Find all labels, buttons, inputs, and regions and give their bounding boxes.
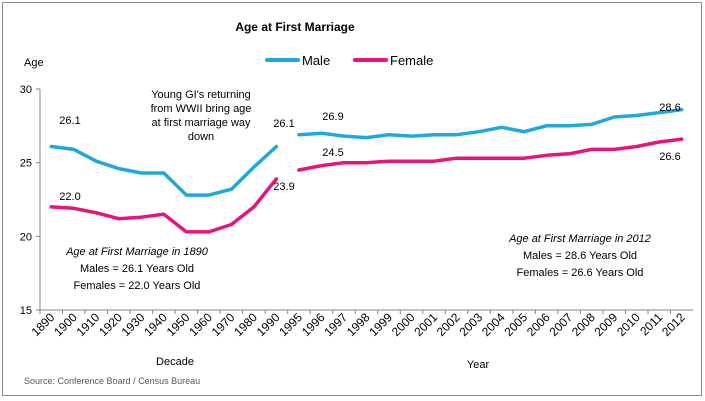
wwii-annotation: Young GI's returning from WWII bring age… — [150, 89, 252, 143]
data-label: 26.1 — [59, 115, 80, 127]
x-tick-label: 2012 — [659, 310, 688, 339]
x-tick-label: 1998 — [344, 310, 373, 339]
x-tick-label: 2002 — [434, 310, 463, 339]
annotation-1890: Age at First Marriage in 1890 Males = 26… — [42, 244, 232, 295]
x-tick-label: 1980 — [231, 310, 260, 339]
x-tick-label: 2011 — [637, 310, 665, 338]
x-tick-label: 1910 — [74, 310, 103, 339]
series-line-male-panel-2 — [297, 107, 684, 140]
legend-label-female: Female — [390, 53, 433, 68]
annotation-1890-title: Age at First Marriage in 1890 — [66, 246, 208, 258]
x-tick-label: 2010 — [614, 310, 643, 339]
data-label: 26.6 — [659, 151, 680, 163]
series-line-female-panel-2 — [297, 137, 684, 172]
annotation-2012-females: Females = 26.6 Years Old — [516, 267, 644, 279]
x-tick-label: 1890 — [29, 310, 58, 339]
x-tick-label: 1996 — [299, 310, 328, 339]
y-tick-label: 15 — [20, 305, 32, 317]
chart-title: Age at First Marriage — [235, 20, 355, 34]
x-axis-title-decade: Decade — [156, 356, 194, 368]
data-label: 23.9 — [273, 181, 294, 193]
x-tick-label: 1920 — [96, 310, 125, 339]
x-tick-label: 2009 — [592, 310, 621, 339]
x-tick-label: 2005 — [501, 310, 530, 339]
annotation-1890-males: Males = 26.1 Years Old — [79, 263, 195, 275]
annotation-1890-females: Females = 22.0 Years Old — [73, 280, 201, 292]
x-tick-label: 1999 — [366, 310, 395, 339]
x-tick-label: 1997 — [321, 310, 350, 339]
legend-label-male: Male — [302, 53, 330, 68]
series-line-female-panel-1 — [49, 177, 279, 234]
x-tick-label: 2006 — [524, 310, 553, 339]
x-tick-label: 2004 — [479, 310, 508, 339]
data-label: 26.9 — [322, 111, 343, 123]
x-tick-label: 1995 — [276, 310, 305, 339]
series-line-male-panel-1 — [49, 144, 279, 197]
x-tick-label: 1930 — [119, 310, 148, 339]
annotation-2012-males: Males = 28.6 Years Old — [522, 250, 638, 262]
x-tick-label: 2008 — [569, 310, 598, 339]
data-label: 22.0 — [59, 191, 80, 203]
x-tick-label: 1970 — [209, 310, 238, 339]
y-tick-label: 30 — [20, 84, 32, 96]
x-axis-title-year: Year — [467, 359, 490, 371]
data-label: 26.1 — [273, 118, 294, 130]
data-label: 24.5 — [322, 147, 343, 159]
x-tick-label: 1940 — [141, 310, 170, 339]
data-label: 28.6 — [659, 102, 680, 114]
x-tick-label: 2007 — [546, 310, 575, 339]
x-tick-label: 1900 — [51, 310, 80, 339]
x-tick-label: 1960 — [186, 310, 215, 339]
y-tick-label: 20 — [20, 231, 32, 243]
x-tick-label: 2001 — [411, 310, 440, 339]
x-tick-label: 1950 — [164, 310, 193, 339]
x-tick-label: 2000 — [389, 310, 418, 339]
x-tick-label: 1990 — [254, 310, 283, 339]
chart-frame — [2, 2, 702, 396]
y-tick-label: 25 — [20, 158, 32, 170]
y-axis-label: Age — [24, 57, 44, 69]
annotation-2012-title: Age at First Marriage in 2012 — [509, 233, 651, 245]
x-tick-label: 2003 — [456, 310, 485, 339]
annotation-2012: Age at First Marriage in 2012 Males = 28… — [490, 231, 670, 282]
source-note: Source: Conference Board / Census Bureau — [24, 376, 200, 386]
